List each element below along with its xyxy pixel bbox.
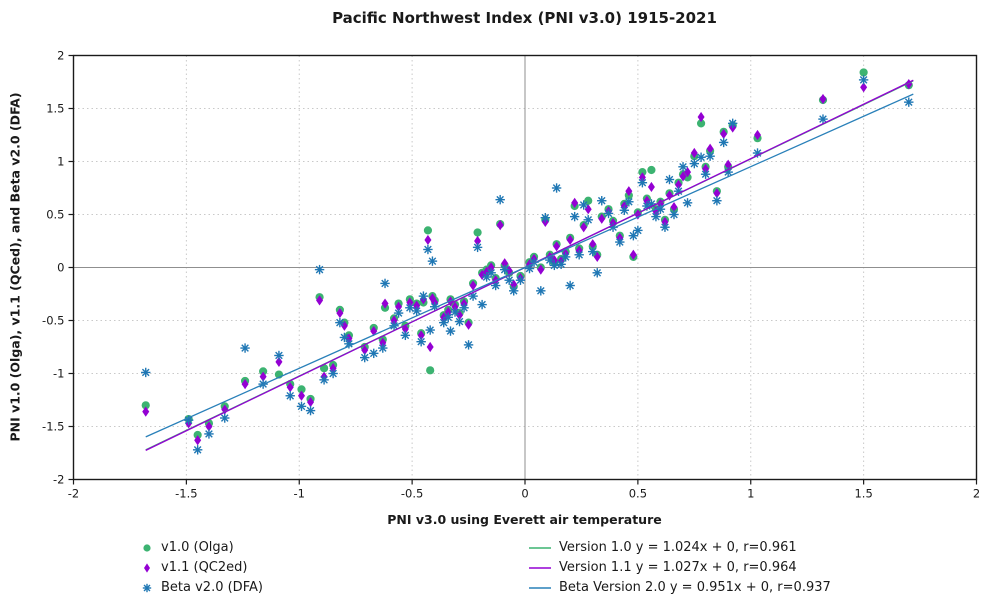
line-sample-icon — [528, 541, 552, 555]
circle-marker-icon — [140, 541, 154, 555]
svg-text:-2: -2 — [53, 473, 64, 487]
x-axis-label: PNI v3.0 using Everett air temperature — [387, 512, 662, 527]
svg-text:0.5: 0.5 — [629, 487, 647, 501]
svg-text:-0.5: -0.5 — [42, 314, 64, 328]
svg-text:2: 2 — [973, 487, 980, 501]
line-sample-icon — [528, 561, 552, 575]
svg-text:1: 1 — [57, 155, 64, 169]
svg-text:-1.5: -1.5 — [42, 420, 64, 434]
diamond-marker-icon — [140, 561, 154, 575]
svg-text:1.5: 1.5 — [854, 487, 872, 501]
svg-text:1.5: 1.5 — [46, 102, 64, 116]
legend-label: Beta v2.0 (DFA) — [161, 580, 263, 595]
legend-item-v11: v1.1 (QC2ed) — [140, 559, 263, 576]
legend-item-fit-v11: Version 1.1 y = 1.027x + 0, r=0.964 — [528, 559, 831, 576]
legend-item-fit-v10: Version 1.0 y = 1.024x + 0, r=0.961 — [528, 539, 831, 556]
legend-label: v1.1 (QC2ed) — [161, 560, 248, 575]
legend-item-fit-beta20: Beta Version 2.0 y = 0.951x + 0, r=0.937 — [528, 579, 831, 596]
svg-text:0.5: 0.5 — [46, 208, 64, 222]
legend-item-beta20: Beta v2.0 (DFA) — [140, 579, 263, 596]
svg-text:-0.5: -0.5 — [401, 487, 423, 501]
legend-label: Beta Version 2.0 y = 0.951x + 0, r=0.937 — [559, 580, 831, 595]
legend-label: Version 1.0 y = 1.024x + 0, r=0.961 — [559, 540, 797, 555]
svg-text:2: 2 — [57, 49, 64, 63]
asterisk-marker-icon — [140, 581, 154, 595]
legend-label: Version 1.1 y = 1.027x + 0, r=0.964 — [559, 560, 797, 575]
svg-text:-2: -2 — [68, 487, 79, 501]
svg-text:-1: -1 — [294, 487, 305, 501]
legend-series: v1.0 (Olga) v1.1 (QC2ed) Beta v2.0 (DFA) — [140, 539, 263, 596]
svg-text:0: 0 — [521, 487, 528, 501]
legend-fit-lines: Version 1.0 y = 1.024x + 0, r=0.961 Vers… — [528, 539, 831, 596]
legend-label: v1.0 (Olga) — [161, 540, 234, 555]
svg-text:-1: -1 — [53, 367, 64, 381]
line-sample-icon — [528, 581, 552, 595]
chart-title: Pacific Northwest Index (PNI v3.0) 1915-… — [332, 9, 717, 27]
svg-text:0: 0 — [57, 261, 64, 275]
svg-text:1: 1 — [747, 487, 754, 501]
svg-text:-1.5: -1.5 — [175, 487, 197, 501]
legend-item-v10: v1.0 (Olga) — [140, 539, 263, 556]
